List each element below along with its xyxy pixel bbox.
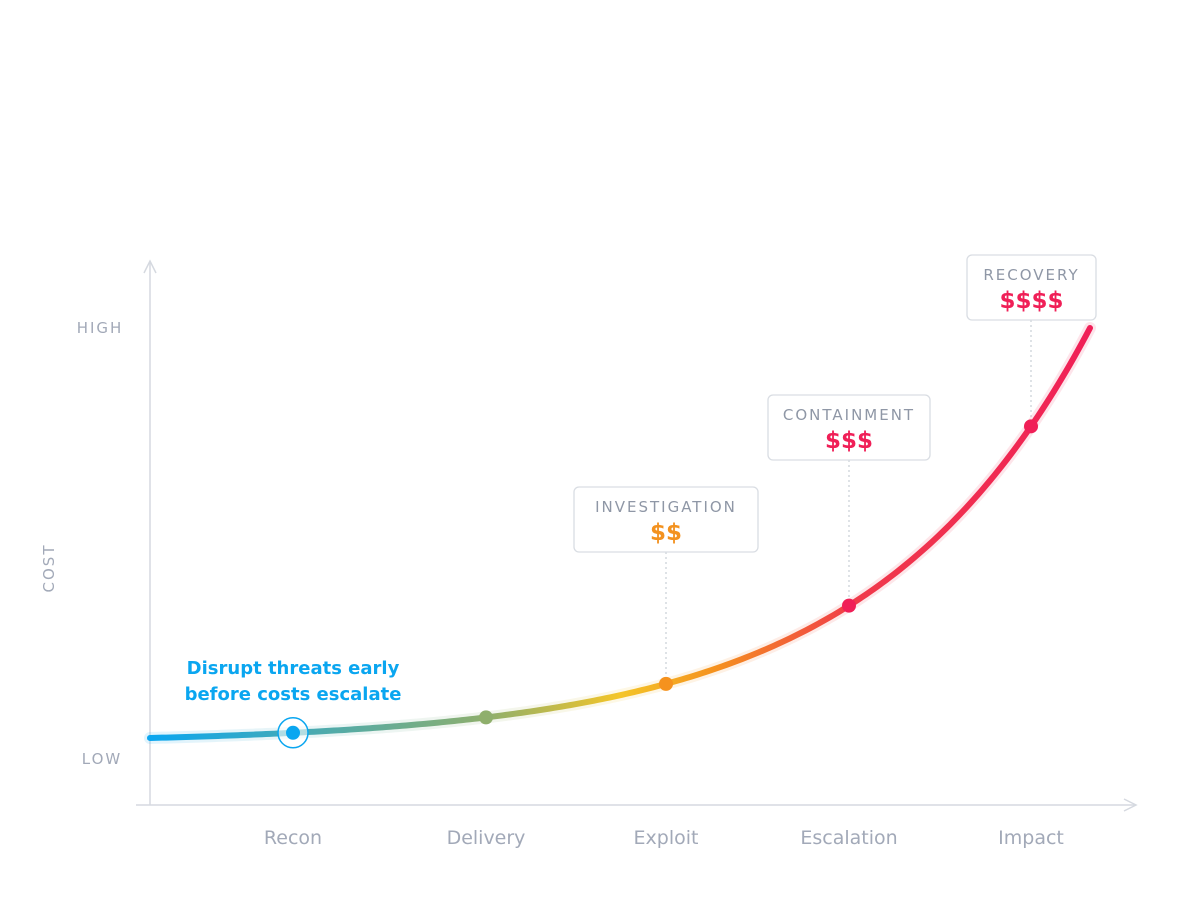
point-delivery — [479, 710, 493, 725]
callout-investigation: INVESTIGATION $$ — [573, 486, 759, 553]
callout-cost: $$$$ — [999, 288, 1063, 314]
callout-cost: $$ — [650, 520, 682, 546]
x-tick-labels: Recon Delivery Exploit Escalation Impact — [264, 827, 1064, 849]
callout-guides — [665, 320, 1032, 684]
data-points — [277, 419, 1038, 749]
point-escalation — [842, 598, 856, 613]
annotation-line-1: Disrupt threats early — [187, 658, 400, 679]
x-tick-label-delivery: Delivery — [447, 827, 526, 849]
callout-title: INVESTIGATION — [595, 498, 737, 516]
early-disruption-annotation: Disrupt threats early before costs escala… — [185, 658, 402, 705]
callout-box — [767, 394, 931, 461]
y-axis-arrow-icon — [143, 259, 157, 274]
y-level-low-label: LOW — [82, 750, 122, 768]
callout-cost: $$$ — [825, 428, 873, 454]
callout-box — [966, 254, 1097, 321]
callout-title: CONTAINMENT — [783, 406, 915, 424]
y-level-high-label: HIGH — [77, 319, 124, 337]
point-exploit — [659, 676, 673, 691]
x-tick-label-impact: Impact — [998, 827, 1064, 849]
point-impact — [1024, 419, 1038, 434]
callout-box — [573, 486, 759, 553]
x-tick-label-escalation: Escalation — [800, 827, 897, 849]
y-axis-title: COST — [40, 544, 58, 593]
callout-title: RECOVERY — [983, 266, 1079, 284]
callout-recovery: RECOVERY $$$$ — [966, 254, 1097, 321]
x-axis-arrow-icon — [1123, 798, 1138, 812]
annotation-line-2: before costs escalate — [185, 684, 402, 705]
x-tick-label-recon: Recon — [264, 827, 322, 849]
cost-callouts: INVESTIGATION $$ CONTAINMENT $$$ RECOVERY $$$… — [573, 254, 1097, 553]
point-recon — [286, 725, 300, 740]
x-tick-label-exploit: Exploit — [634, 827, 699, 849]
callout-containment: CONTAINMENT $$$ — [767, 394, 931, 461]
